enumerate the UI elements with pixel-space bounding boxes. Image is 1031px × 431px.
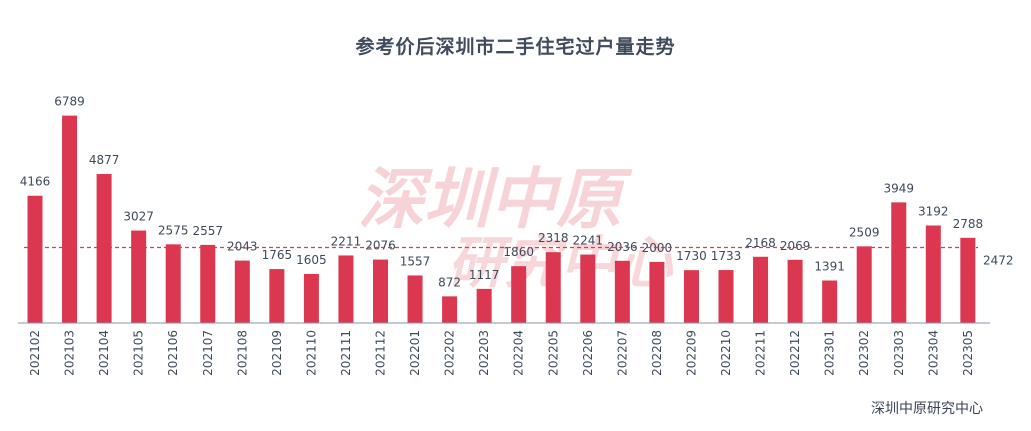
data-label: 2575 (158, 223, 189, 237)
bar (338, 255, 354, 323)
x-tick-label: 202204 (512, 330, 526, 376)
bar (891, 202, 907, 323)
bar (580, 254, 596, 323)
bar (925, 225, 941, 323)
bar (649, 261, 665, 323)
x-tick-label: 202103 (63, 330, 77, 376)
x-tick-label: 202302 (857, 330, 871, 376)
bar (96, 174, 112, 323)
average-label: 2472 (983, 253, 1014, 267)
x-tick-label: 202303 (892, 330, 906, 376)
watermark-line-1: 深圳中原 (358, 161, 633, 238)
x-tick-label: 202211 (754, 330, 768, 376)
bar (718, 270, 734, 323)
data-label: 1860 (503, 245, 534, 259)
data-label: 1557 (400, 254, 431, 268)
data-label: 2076 (365, 239, 396, 253)
data-label: 2557 (192, 224, 223, 238)
x-tick-label: 202207 (615, 330, 629, 376)
bar (511, 266, 527, 323)
x-tick-label: 202106 (166, 330, 180, 376)
x-tick-label: 202105 (132, 330, 146, 376)
data-label: 3949 (883, 181, 914, 195)
bar (856, 246, 872, 323)
data-label: 1391 (814, 260, 845, 274)
data-label: 2318 (538, 231, 569, 245)
x-tick-label: 202110 (304, 330, 318, 376)
data-label: 2211 (331, 234, 362, 248)
data-label: 6789 (54, 95, 85, 109)
bar (303, 273, 319, 323)
x-tick-label: 202111 (339, 330, 353, 376)
chart-title: 参考价后深圳市二手住宅过户量走势 (355, 36, 676, 58)
x-tick-label: 202205 (546, 330, 560, 376)
data-label: 872 (438, 275, 461, 289)
bar (476, 288, 492, 323)
data-label: 2069 (780, 239, 811, 253)
data-label: 4877 (89, 153, 120, 167)
bar (62, 115, 78, 323)
x-tick-label: 202212 (788, 330, 802, 376)
x-tick-label: 202206 (581, 330, 595, 376)
data-label: 1117 (469, 268, 500, 282)
bar (753, 256, 769, 323)
x-tick-label: 202301 (823, 330, 837, 376)
x-tick-label: 202210 (719, 330, 733, 376)
x-tick-label: 202109 (270, 330, 284, 376)
bar (822, 280, 838, 323)
bar (614, 260, 630, 323)
bar (407, 275, 423, 323)
data-label: 1765 (262, 248, 293, 262)
bar (131, 230, 147, 323)
x-tick-label: 202108 (235, 330, 249, 376)
bar (269, 269, 285, 323)
x-tick-label: 202305 (961, 330, 975, 376)
watermark-line-2: 研究中心 (448, 231, 674, 296)
bar (960, 237, 976, 323)
data-label: 2043 (227, 240, 258, 254)
x-tick-label: 202202 (443, 330, 457, 376)
bar (200, 244, 216, 323)
bar (27, 195, 43, 323)
x-tick-label: 202203 (477, 330, 491, 376)
bar (373, 259, 388, 323)
x-tick-label: 202107 (201, 330, 215, 376)
data-label: 2241 (573, 234, 604, 248)
x-tick-label: 202102 (28, 330, 42, 376)
data-label: 3027 (123, 210, 154, 224)
data-label: 2036 (607, 240, 638, 254)
source-label: 深圳中原研究中心 (871, 401, 983, 417)
bar (442, 296, 458, 323)
data-label: 1730 (676, 249, 707, 263)
x-tick-label: 202209 (684, 330, 698, 376)
data-label: 2788 (953, 217, 984, 231)
x-tick-label: 202304 (926, 330, 940, 376)
data-label: 1605 (296, 253, 327, 267)
x-tick-label: 202208 (650, 330, 664, 376)
x-tick-label: 202104 (97, 330, 111, 376)
data-label: 2509 (849, 225, 880, 239)
data-label: 4166 (20, 175, 51, 189)
x-tick-label: 202112 (374, 330, 388, 376)
data-label: 2168 (745, 236, 776, 250)
x-tick-label: 202201 (408, 330, 422, 376)
data-label: 1733 (711, 249, 742, 263)
data-label: 3192 (918, 204, 949, 218)
bar (683, 270, 699, 323)
bar (545, 252, 561, 323)
bar (234, 260, 250, 323)
bar (165, 244, 181, 323)
bar (787, 259, 803, 323)
